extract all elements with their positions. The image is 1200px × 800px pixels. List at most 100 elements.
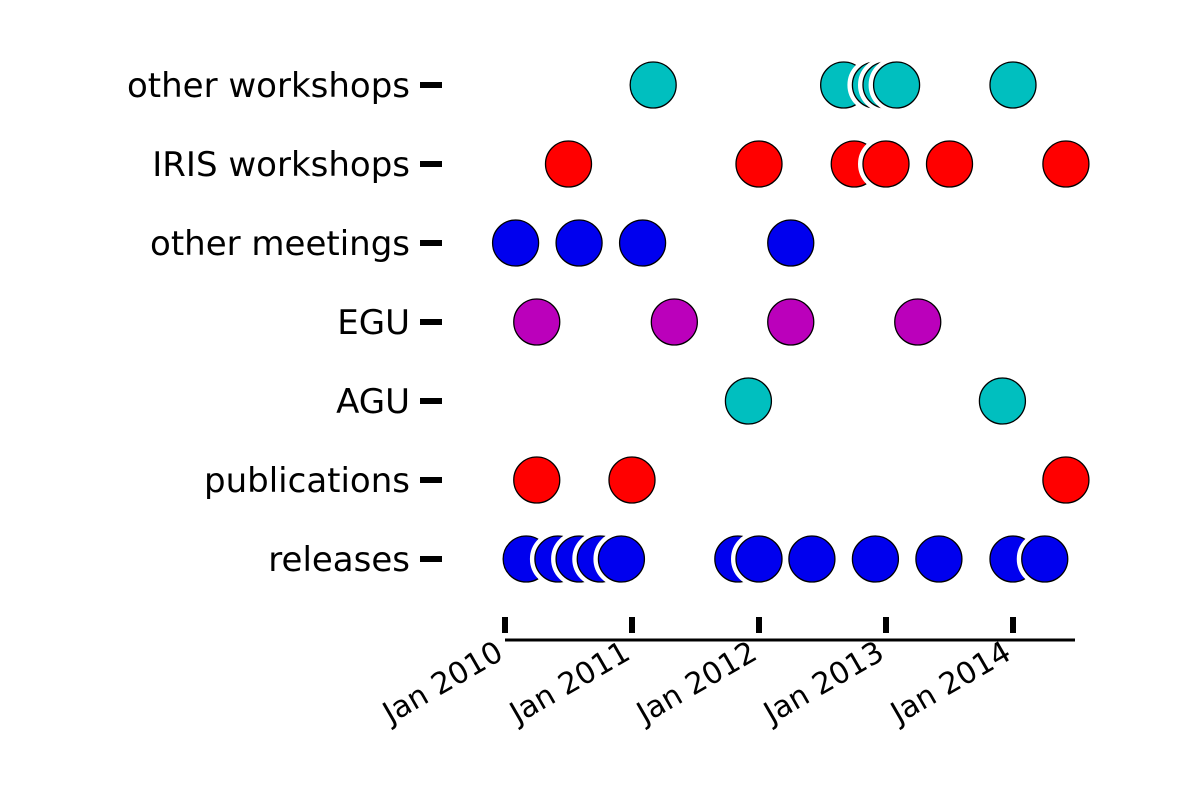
x-tick-label: Jan 2012 [629,635,763,732]
data-points [487,57,1094,587]
data-point-outline [508,294,565,350]
x-axis-line [504,638,1076,643]
x-axis-ticks [502,617,1016,633]
data-point-marker [788,535,836,583]
data-point-marker [851,535,900,583]
data-point-outline [762,294,819,350]
data-point-outline [1037,452,1094,508]
data-point-marker [735,140,783,188]
x-tick-label: Jan 2010 [375,635,509,732]
data-point-marker [513,456,561,504]
data-point [910,531,967,587]
data-point-marker [597,535,646,583]
data-point-marker [767,298,815,346]
y-label-other-workshops: other workshops [127,66,410,106]
data-point-marker [925,140,974,188]
x-tick-label: Jan 2014 [883,635,1017,732]
data-point-outline [889,294,946,350]
data-point-outline [783,531,840,587]
data-point-outline [487,215,544,271]
data-point [921,136,978,192]
data-point-marker [608,456,656,504]
data-point-outline [731,136,787,192]
data-point-marker [872,61,921,109]
data-point-outline [974,373,1031,429]
data-point-marker [650,298,698,346]
data-point [1016,531,1073,587]
data-point-outline [551,215,608,271]
y-label-iris-workshops: IRIS workshops [152,145,410,185]
x-axis [504,638,1076,643]
data-point [847,531,904,587]
data-point-marker [724,377,773,425]
data-point-outline [847,531,904,587]
data-point-marker [989,61,1037,109]
data-point-outline [1016,531,1073,587]
data-point [540,136,597,192]
data-point [858,136,914,192]
data-point-marker [618,219,667,267]
data-point-marker [491,219,540,267]
data-point-marker [862,140,910,188]
data-point-marker [555,219,603,267]
data-point [783,531,840,587]
y-axis-labels: releases publications AGU EGU other meetings… [127,66,410,580]
data-point-outline [985,57,1041,113]
data-point-outline [614,215,671,271]
y-label-releases: releases [268,540,410,580]
data-point [604,452,660,508]
data-point [487,215,544,271]
data-point-outline [868,57,925,113]
data-point [1037,136,1094,192]
data-point-outline [858,136,914,192]
data-point [1037,452,1094,508]
data-point [614,215,671,271]
data-point [762,215,819,271]
data-point-marker [735,535,783,583]
data-point-outline [910,531,967,587]
data-point-marker [513,298,561,346]
data-point [551,215,608,271]
data-point [762,294,819,350]
data-point [508,294,565,350]
x-tick-label: Jan 2013 [756,635,890,732]
data-point-outline [646,294,703,350]
y-label-other-meetings: other meetings [150,224,410,264]
data-point-outline [604,452,660,508]
data-point [985,57,1041,113]
x-tick-label: Jan 2011 [502,635,636,732]
data-point-marker [1021,535,1069,583]
data-point [625,57,682,113]
y-label-agu: AGU [336,382,410,422]
data-point-marker [544,140,593,188]
data-point [731,136,787,192]
data-point-marker [915,535,963,583]
data-point-outline [762,215,819,271]
data-point [731,531,787,587]
y-label-publications: publications [204,461,410,501]
data-point-outline [720,373,777,429]
data-point [508,452,565,508]
y-axis-ticks [420,82,442,562]
data-point-outline [625,57,682,113]
data-point-outline [921,136,978,192]
y-label-egu: EGU [337,303,410,343]
data-point [974,373,1031,429]
data-point [646,294,703,350]
data-point [720,373,777,429]
data-point-outline [593,531,650,587]
data-point [889,294,946,350]
data-point-marker [1042,140,1090,188]
data-point-marker [894,298,942,346]
data-point-marker [629,61,677,109]
data-point-outline [540,136,597,192]
data-point-marker [1042,456,1090,504]
data-point-outline [1037,136,1094,192]
data-point [868,57,925,113]
data-point [593,531,650,587]
data-point-marker [767,219,815,267]
data-point-marker [978,377,1027,425]
data-point-outline [508,452,565,508]
